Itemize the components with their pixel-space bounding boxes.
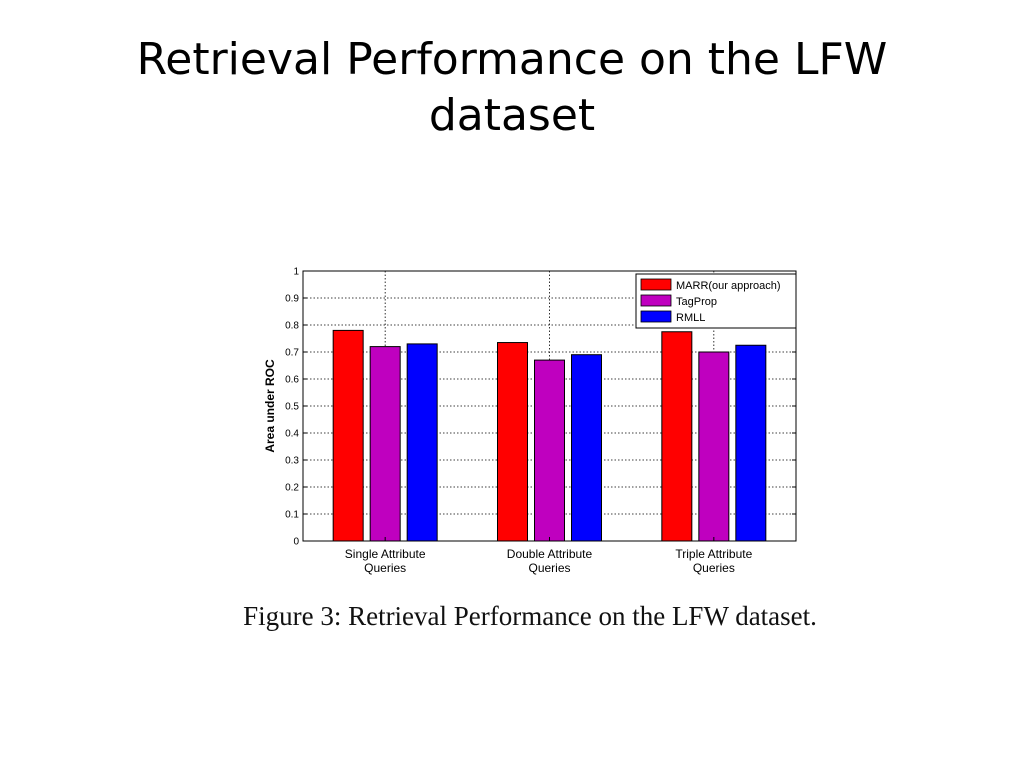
y-tick-label: 0.7 — [285, 348, 299, 359]
figure-caption: Figure 3: Retrieval Performance on the L… — [243, 601, 817, 631]
slide-title-line-2: dataset — [428, 90, 596, 141]
y-tick-label: 0.4 — [285, 429, 299, 440]
bar-rmll — [406, 343, 438, 542]
bar-marr-our-approach — [661, 331, 693, 542]
y-axis-label: Area under ROC — [263, 359, 277, 453]
y-tick-label: 0.2 — [285, 483, 299, 494]
legend-label: RMLL — [676, 312, 705, 324]
legend-swatch — [640, 310, 672, 323]
legend-swatch — [640, 294, 672, 307]
legend-label: MARR(our approach) — [676, 280, 781, 292]
y-tick-label: 0.3 — [285, 456, 299, 467]
bar-tagprop — [698, 351, 730, 542]
bar-marr-our-approach — [332, 329, 364, 542]
bar-tagprop — [369, 346, 401, 542]
bar-rmll — [735, 344, 767, 542]
y-tick-label: 0.5 — [285, 402, 299, 413]
bar-marr-our-approach — [497, 342, 528, 542]
x-tick-label: Single Attribute — [345, 547, 426, 561]
bar-rmll — [571, 354, 602, 542]
bar-tagprop — [534, 359, 565, 542]
x-tick-label: Queries — [693, 561, 735, 575]
bar-chart: 0 0.1 0.2 0.3 0.4 0.5 0.6 0.7 0.8 0.9 1 Single Attr… — [263, 267, 797, 575]
y-tick-label: 1 — [293, 267, 299, 278]
legend-swatch — [640, 278, 672, 291]
y-tick-label: 0.8 — [285, 321, 299, 332]
slide-title-line-1: Retrieval Performance on the LFW — [136, 34, 888, 85]
x-tick-label: Triple Attribute — [675, 547, 752, 561]
y-tick-label: 0 — [293, 537, 299, 548]
y-tick-label: 0.6 — [285, 375, 299, 386]
y-tick-label: 0.1 — [285, 510, 299, 521]
y-tick-label: 0.9 — [285, 294, 299, 305]
slide-title: Retrieval Performance on the LFW dataset — [60, 32, 964, 144]
x-tick-label: Double Attribute — [507, 547, 593, 561]
x-tick-label: Queries — [528, 561, 570, 575]
x-tick-label: Queries — [364, 561, 406, 575]
legend-label: TagProp — [676, 296, 717, 308]
